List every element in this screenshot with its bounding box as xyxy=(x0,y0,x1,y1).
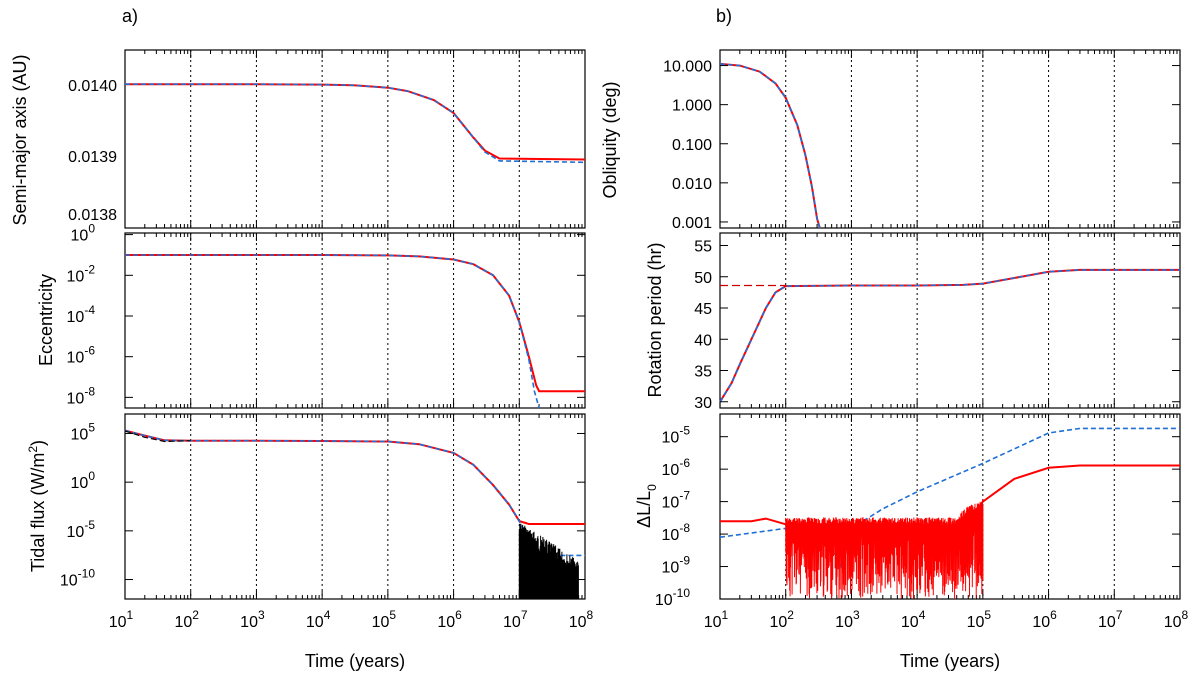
ytick-semimajor-0140: 0.0140 xyxy=(68,78,117,95)
frame-eccentricity xyxy=(124,232,586,409)
ylabel-rotation: Rotation period (hr) xyxy=(645,242,665,397)
ytick-semimajor-0138: 0.0138 xyxy=(68,207,117,224)
series-obliquity-0 xyxy=(719,62,821,229)
xtick-luminosity-6: 106 xyxy=(1032,608,1057,631)
xlabel-time-a: Time (years) xyxy=(305,651,405,671)
luminosity-noise xyxy=(785,499,984,600)
series-eccentricity-0 xyxy=(125,254,585,393)
ytick-rotation-5: 30 xyxy=(694,395,712,412)
xtick-luminosity-3: 103 xyxy=(835,608,860,631)
ytick-tidalflux-3: 10-10 xyxy=(60,567,95,590)
ytick-luminosity-4: 10-9 xyxy=(662,554,691,577)
panel-tidalflux: 105 100 10-5 10-10 101 102 103 104 105 106 107 108… xyxy=(26,413,594,671)
xtick-luminosity-4: 104 xyxy=(901,608,926,631)
panel-luminosity: 10-5 10-6 10-7 10-8 10-9 10-10 101 102 103 104 10… xyxy=(634,413,1189,671)
ytick-tidalflux-1: 100 xyxy=(71,469,96,492)
xtick-luminosity-7: 107 xyxy=(1098,608,1123,631)
ytick-semimajor-0139: 0.0139 xyxy=(68,149,117,166)
ytick-luminosity-3: 10-8 xyxy=(662,521,691,544)
ytick-rotation-1: 50 xyxy=(694,270,712,287)
frame-semimajor xyxy=(124,49,586,229)
xtick-tidalflux-7: 107 xyxy=(503,608,528,631)
series-tidalflux-0 xyxy=(124,429,585,525)
xtick-luminosity-5: 105 xyxy=(967,608,992,631)
ytick-obliquity-0: 10.000 xyxy=(663,59,712,76)
ytick-luminosity-1: 10-6 xyxy=(662,456,691,479)
xtick-tidalflux-6: 106 xyxy=(437,608,462,631)
ytick-luminosity-0: 10-5 xyxy=(662,424,691,447)
series-tidalflux-2 xyxy=(124,430,191,443)
xtick-tidalflux-1: 101 xyxy=(109,608,134,631)
frame-obliquity xyxy=(719,49,1181,229)
series-eccentricity-1 xyxy=(125,254,540,409)
xtick-luminosity-2: 102 xyxy=(769,608,794,631)
xlabel-time-b: Time (years) xyxy=(900,651,1000,671)
series-semimajor-1 xyxy=(125,83,586,164)
xtick-luminosity-1: 101 xyxy=(704,608,729,631)
ylabel-semimajor: Semi-major axis (AU) xyxy=(10,54,30,225)
series-tidalflux-1 xyxy=(124,429,585,557)
xtick-tidalflux-2: 102 xyxy=(174,608,199,631)
series-rotation-1 xyxy=(719,269,1180,403)
ytick-rotation-4: 35 xyxy=(694,364,712,381)
tidal-flux-noise xyxy=(518,523,579,599)
panel-obliquity: 10.000 1.000 0.100 0.010 0.001 Obliquity (de… xyxy=(600,49,1181,232)
panel-label-a: a) xyxy=(122,6,138,26)
ytick-obliquity-2: 0.100 xyxy=(672,137,712,154)
xtick-tidalflux-4: 104 xyxy=(306,608,331,631)
xtick-tidalflux-3: 103 xyxy=(240,608,265,631)
panel-semimajor: 0.0140 0.0139 0.0138 Semi-major axis (AU… xyxy=(10,49,586,229)
xtick-luminosity-8: 108 xyxy=(1164,608,1189,631)
ytick-eccentricity-3: 10-6 xyxy=(67,344,96,367)
ytick-obliquity-1: 1.000 xyxy=(672,98,712,115)
series-obliquity-1 xyxy=(719,63,821,229)
ytick-rotation-2: 45 xyxy=(694,301,712,318)
ytick-eccentricity-4: 10-8 xyxy=(67,384,96,407)
ytick-obliquity-4: 0.001 xyxy=(672,215,712,232)
frame-tidalflux xyxy=(124,413,586,600)
ylabel-tidalflux: Tidal flux (W/m2) xyxy=(26,440,48,572)
tidal-flux-oscillation-band xyxy=(518,523,579,599)
ytick-eccentricity-0: 100 xyxy=(71,222,96,245)
xtick-tidalflux-8: 108 xyxy=(569,608,594,631)
ytick-rotation-0: 55 xyxy=(694,239,712,256)
frame-rotation xyxy=(719,232,1181,409)
series-rotation-0 xyxy=(719,268,1180,403)
ylabel-eccentricity: Eccentricity xyxy=(36,274,56,366)
panel-rotation: 55 50 45 40 35 30 Rotation period (hr) xyxy=(645,232,1181,412)
panel-eccentricity: 100 10-2 10-4 10-6 10-8 Eccentricity xyxy=(36,222,586,409)
panel-label-b: b) xyxy=(716,6,732,26)
ylabel-luminosity: ΔL/L0 xyxy=(634,484,659,528)
xtick-tidalflux-5: 105 xyxy=(372,608,397,631)
ytick-tidalflux-0: 105 xyxy=(71,420,96,443)
frame-luminosity xyxy=(719,413,1181,600)
ytick-rotation-3: 40 xyxy=(694,332,712,349)
series-semimajor-0 xyxy=(125,83,586,161)
luminosity-oscillation-band xyxy=(785,499,984,600)
ytick-obliquity-3: 0.010 xyxy=(672,176,712,193)
ytick-luminosity-5: 10-10 xyxy=(655,586,690,609)
ytick-eccentricity-1: 10-2 xyxy=(67,262,96,285)
ytick-eccentricity-2: 10-4 xyxy=(67,303,96,326)
ytick-luminosity-2: 10-7 xyxy=(662,489,691,512)
ytick-tidalflux-2: 10-5 xyxy=(67,518,96,541)
ylabel-obliquity: Obliquity (deg) xyxy=(600,81,620,198)
